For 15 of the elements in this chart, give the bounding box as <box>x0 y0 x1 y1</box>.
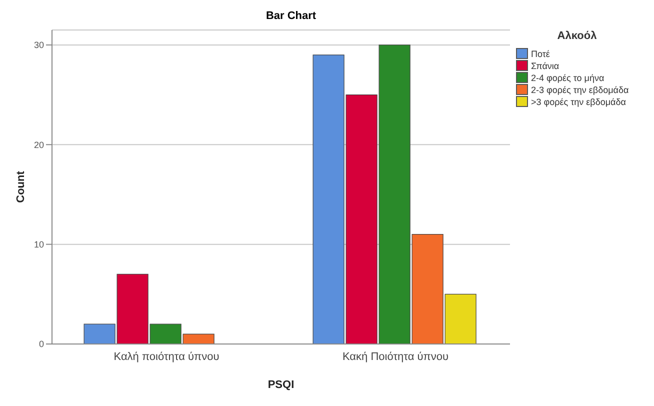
y-tick-label: 0 <box>38 339 44 350</box>
legend-label: Σπάνια <box>531 60 560 70</box>
x-tick-label: Καλή ποιότητα ύπνου <box>114 350 220 363</box>
legend-label: Ποτέ <box>531 48 550 58</box>
legend-label: 2-3 φορές την εβδομάδα <box>531 84 629 94</box>
x-axis-title: PSQI <box>268 379 294 391</box>
y-tick-label: 10 <box>34 240 44 250</box>
legend-title: Αλκοόλ <box>556 30 598 42</box>
y-tick-label: 20 <box>34 140 44 150</box>
y-axis-title: Count <box>14 170 27 203</box>
y-tick-label: 30 <box>34 40 44 50</box>
legend-label: 2-4 φορές το μήνα <box>531 72 604 82</box>
chart-title: Bar Chart <box>264 10 318 22</box>
x-tick-label: Κακή Ποιότητα ύπνου <box>342 350 449 363</box>
legend-label: >3 φορές την εβδομάδα <box>531 96 626 106</box>
